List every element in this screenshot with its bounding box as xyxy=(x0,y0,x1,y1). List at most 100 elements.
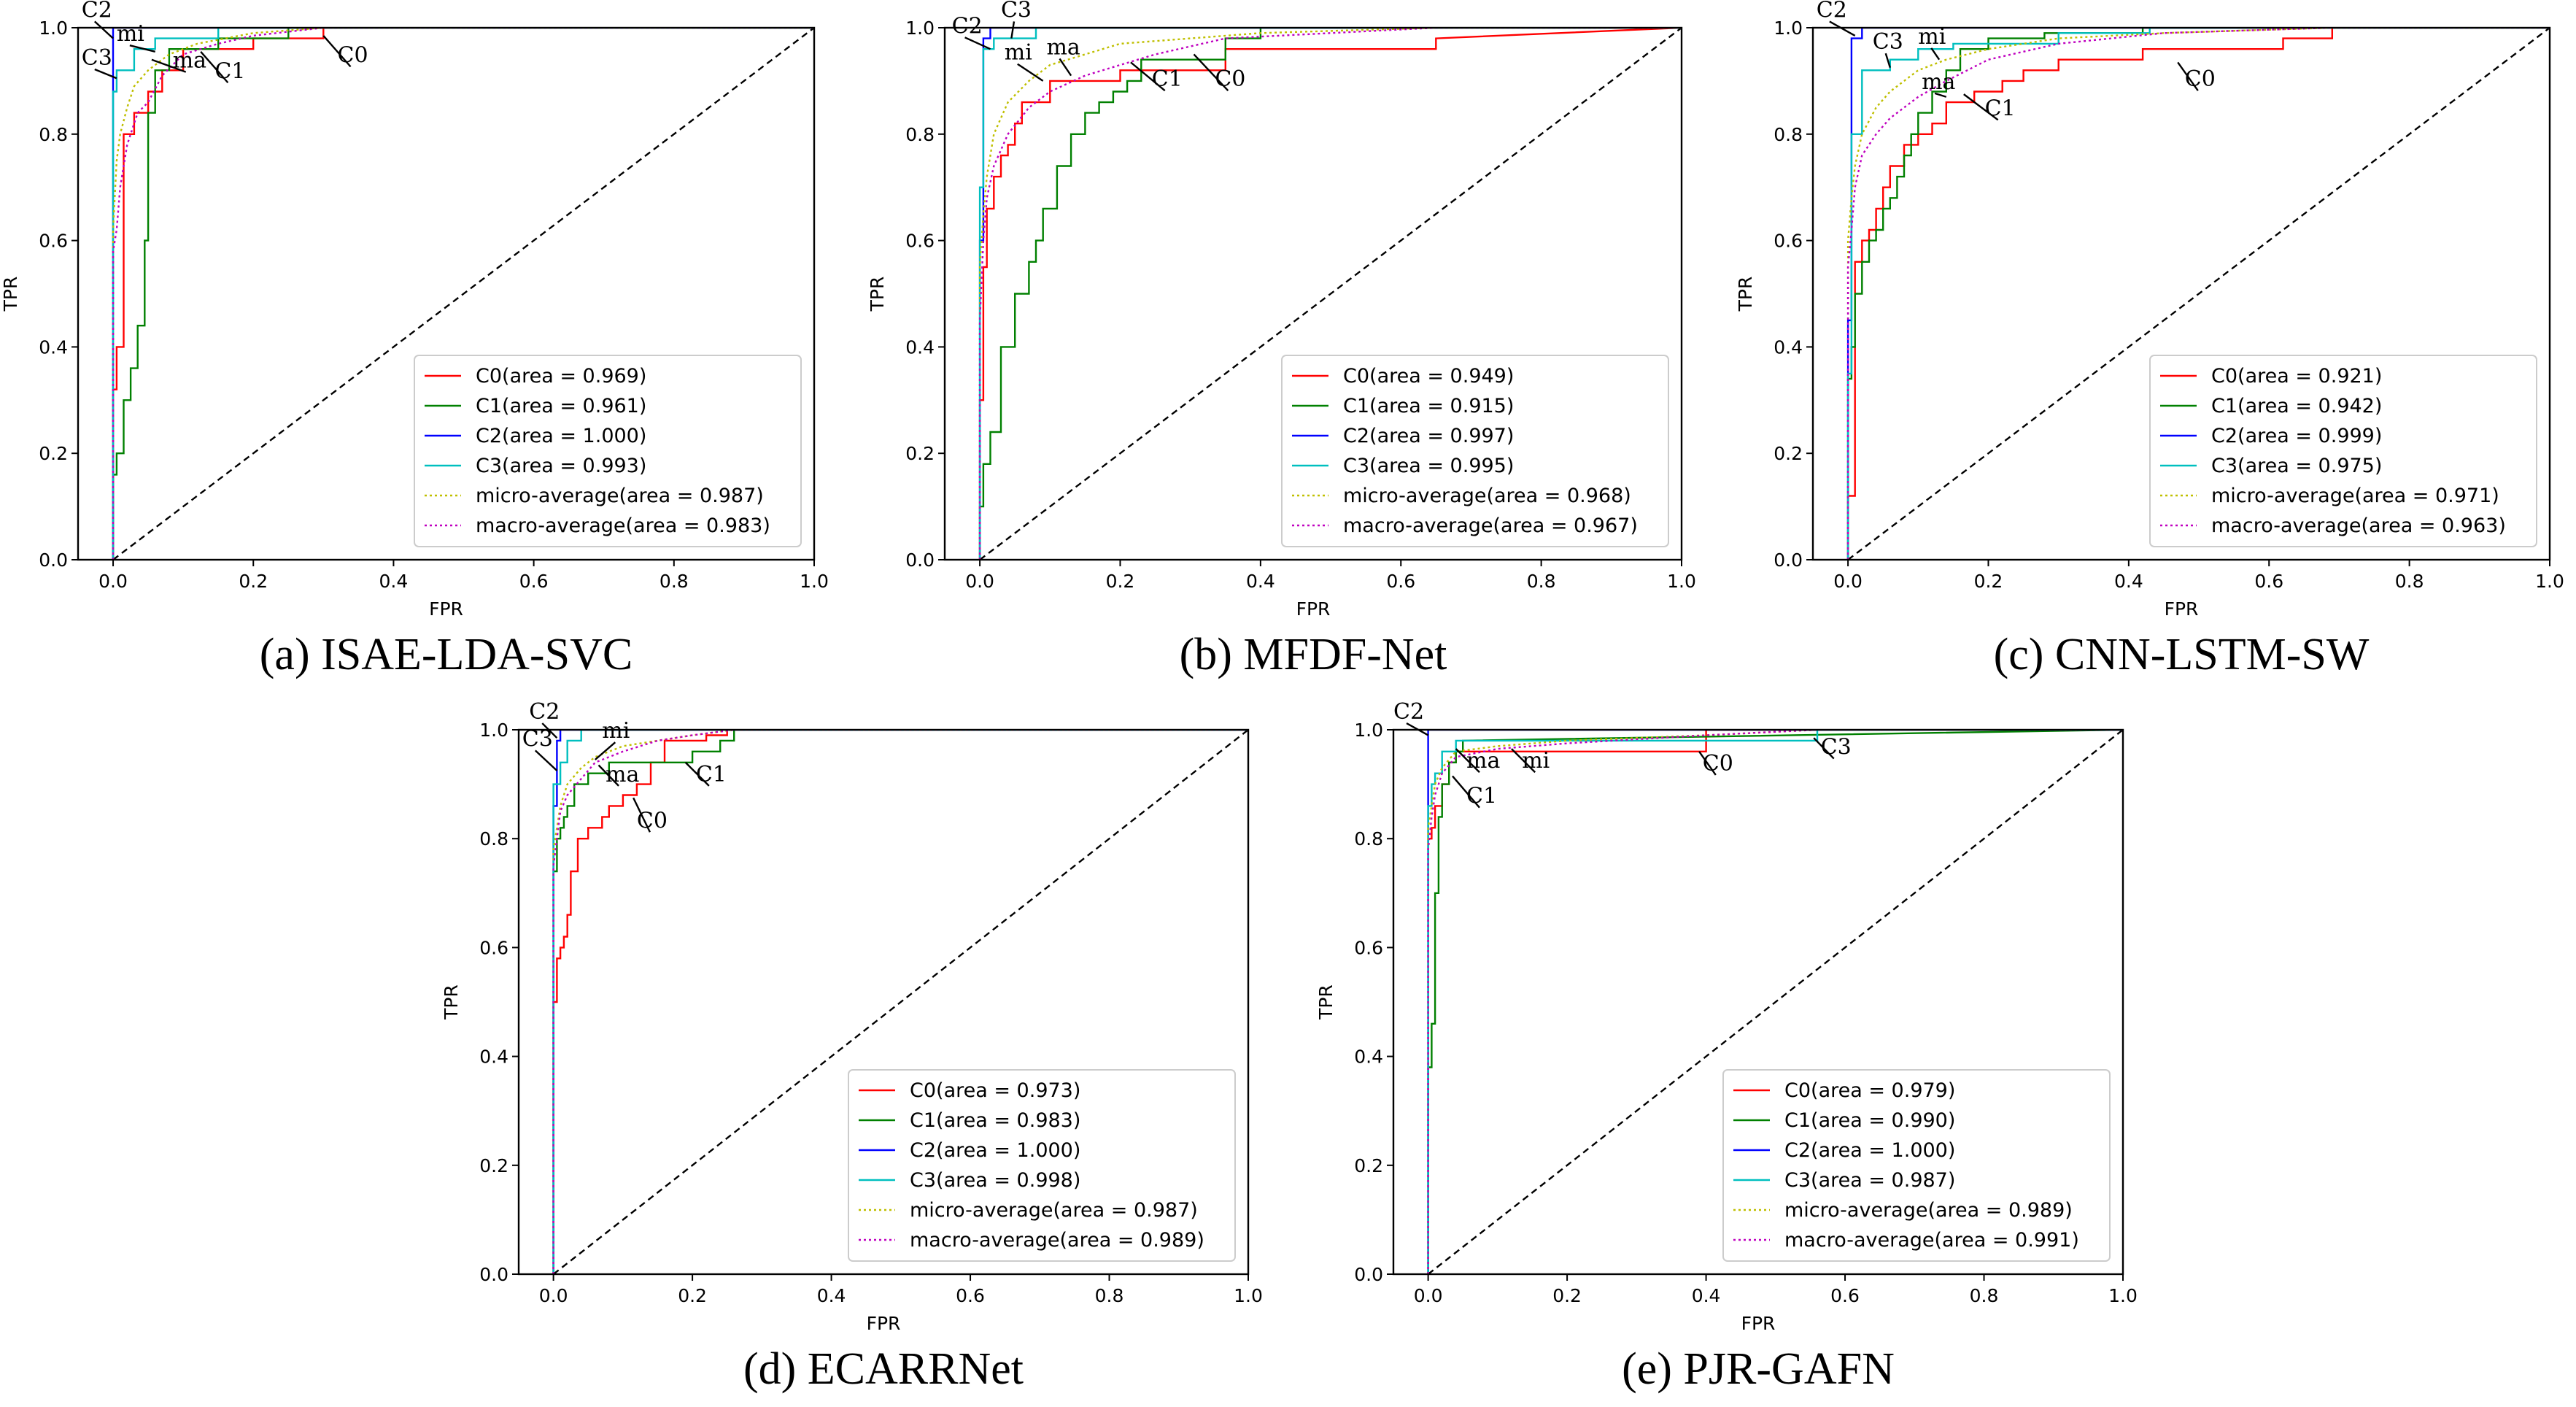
series-line-C2 xyxy=(1846,28,2550,560)
y-axis-label: TPR xyxy=(441,984,462,1020)
annotation-arrow xyxy=(684,761,710,787)
annotation-label: C0 xyxy=(1703,751,1733,776)
x-tick-label: 0.4 xyxy=(379,571,409,592)
annotation-label: C3 xyxy=(1001,0,1032,23)
annotation-arrow xyxy=(597,764,619,787)
panel-caption: (a) ISAE-LDA-SVC xyxy=(260,630,633,679)
series-line-micro xyxy=(1846,28,2550,560)
x-tick-label: 0.6 xyxy=(956,1285,985,1306)
series-group xyxy=(112,28,814,560)
annotation-label: C1 xyxy=(696,762,727,787)
annotation-arrow xyxy=(2177,61,2199,91)
x-axis-label: FPR xyxy=(867,1313,901,1334)
annotation-arrow xyxy=(1406,722,1429,736)
y-tick-label: 0.8 xyxy=(479,828,508,849)
x-axis-label: FPR xyxy=(1296,598,1331,620)
y-tick-label: 0.6 xyxy=(905,231,935,252)
y-tick-label: 0.0 xyxy=(479,1264,508,1285)
x-tick-label: 0.4 xyxy=(2114,571,2143,592)
legend-entry: C2(area = 0.997) xyxy=(1343,425,1514,447)
x-tick-label: 1.0 xyxy=(1234,1285,1263,1306)
legend-entry: C1(area = 0.915) xyxy=(1343,395,1514,417)
annotation-arrow xyxy=(1017,63,1044,82)
legend-entry: micro-average(area = 0.989) xyxy=(1784,1199,2073,1222)
annotation-label: C0 xyxy=(338,42,368,68)
x-tick-label: 0.2 xyxy=(1974,571,2003,592)
annotation-label: mi xyxy=(602,718,630,744)
y-tick-label: 1.0 xyxy=(905,18,935,39)
annotation-arrow xyxy=(1193,53,1229,92)
y-axis-label: TPR xyxy=(1315,984,1337,1020)
annotation-label: C0 xyxy=(637,808,668,833)
annotation-arrow xyxy=(1010,21,1016,39)
y-tick-label: 0.4 xyxy=(905,336,935,358)
x-tick-label: 0.4 xyxy=(817,1285,846,1306)
annotation-arrow xyxy=(1452,775,1480,809)
series-line-diagonal xyxy=(1847,28,2550,560)
legend-entry: C1(area = 0.942) xyxy=(2211,395,2382,417)
legend-entry: macro-average(area = 0.963) xyxy=(2211,514,2506,537)
x-tick-label: 0.6 xyxy=(519,571,549,592)
x-tick-label: 0.8 xyxy=(1095,1285,1124,1306)
annotation-label: C1 xyxy=(1985,96,2016,121)
series-line-C0 xyxy=(552,730,1248,1274)
x-tick-label: 0.0 xyxy=(1414,1285,1443,1306)
annotation-arrow xyxy=(1884,53,1891,69)
annotation-arrow xyxy=(93,20,114,39)
plot-frame xyxy=(517,728,1250,1276)
y-tick-label: 0.8 xyxy=(39,124,68,145)
series-line-C3 xyxy=(112,28,814,560)
x-tick-label: 1.0 xyxy=(2535,571,2564,592)
x-tick-label: 0.4 xyxy=(1246,571,1275,592)
annotation-label: mi xyxy=(117,21,144,47)
annotation-arrow xyxy=(322,35,352,68)
annotation-label: ma xyxy=(1046,34,1080,60)
annotation-arrow xyxy=(633,797,651,833)
annotation-label: C2 xyxy=(529,699,560,725)
x-tick-label: 0.6 xyxy=(1830,1285,1860,1306)
series-line-diagonal xyxy=(112,28,814,560)
annotation-arrow xyxy=(1455,748,1480,774)
y-tick-label: 0.6 xyxy=(1774,231,1803,252)
series-line-macro xyxy=(1846,28,2550,560)
series-group xyxy=(1846,28,2550,560)
annotation-label: C1 xyxy=(1152,66,1183,92)
y-axis-label: TPR xyxy=(867,277,888,312)
x-tick-label: 0.4 xyxy=(1692,1285,1721,1306)
y-tick-label: 0.8 xyxy=(1774,124,1803,145)
legend-entry: C1(area = 0.961) xyxy=(476,395,646,417)
x-tick-label: 1.0 xyxy=(2108,1285,2138,1306)
x-axis-label: FPR xyxy=(1741,1313,1776,1334)
y-tick-label: 0.4 xyxy=(479,1046,508,1068)
annotation-arrow xyxy=(94,68,117,80)
annotation-label: C0 xyxy=(2185,66,2216,92)
annotation-arrow xyxy=(534,749,558,771)
legend-entry: C1(area = 0.983) xyxy=(910,1109,1080,1132)
series-line-micro xyxy=(552,730,1248,1274)
legend-entry: C0(area = 0.969) xyxy=(476,365,646,388)
legend-entry: C0(area = 0.973) xyxy=(910,1079,1080,1102)
y-tick-label: 0.6 xyxy=(39,231,68,252)
panel-caption: (c) CNN-LSTM-SW xyxy=(1994,630,2370,679)
legend-box xyxy=(1281,355,1669,547)
series-line-macro xyxy=(978,28,1682,560)
y-tick-label: 0.2 xyxy=(479,1155,508,1176)
annotation-label: ma xyxy=(606,762,639,787)
series-line-C1 xyxy=(978,28,1682,560)
annotation-label: mi xyxy=(1005,40,1032,66)
y-tick-label: 1.0 xyxy=(39,18,68,39)
legend-entry: C2(area = 1.000) xyxy=(1784,1139,1955,1162)
x-tick-label: 1.0 xyxy=(1667,571,1696,592)
annotation-arrow xyxy=(594,741,616,760)
legend-entry: C0(area = 0.979) xyxy=(1784,1079,1955,1102)
plot-frame xyxy=(1811,26,2551,561)
legend-entry: C3(area = 0.987) xyxy=(1784,1169,1955,1192)
annotation-label: C3 xyxy=(1873,29,1903,55)
legend-entry: macro-average(area = 0.967) xyxy=(1343,514,1638,537)
legend-box xyxy=(1722,1069,2111,1262)
y-tick-label: 0.4 xyxy=(1354,1046,1383,1068)
legend-entry: C3(area = 0.995) xyxy=(1343,455,1514,477)
